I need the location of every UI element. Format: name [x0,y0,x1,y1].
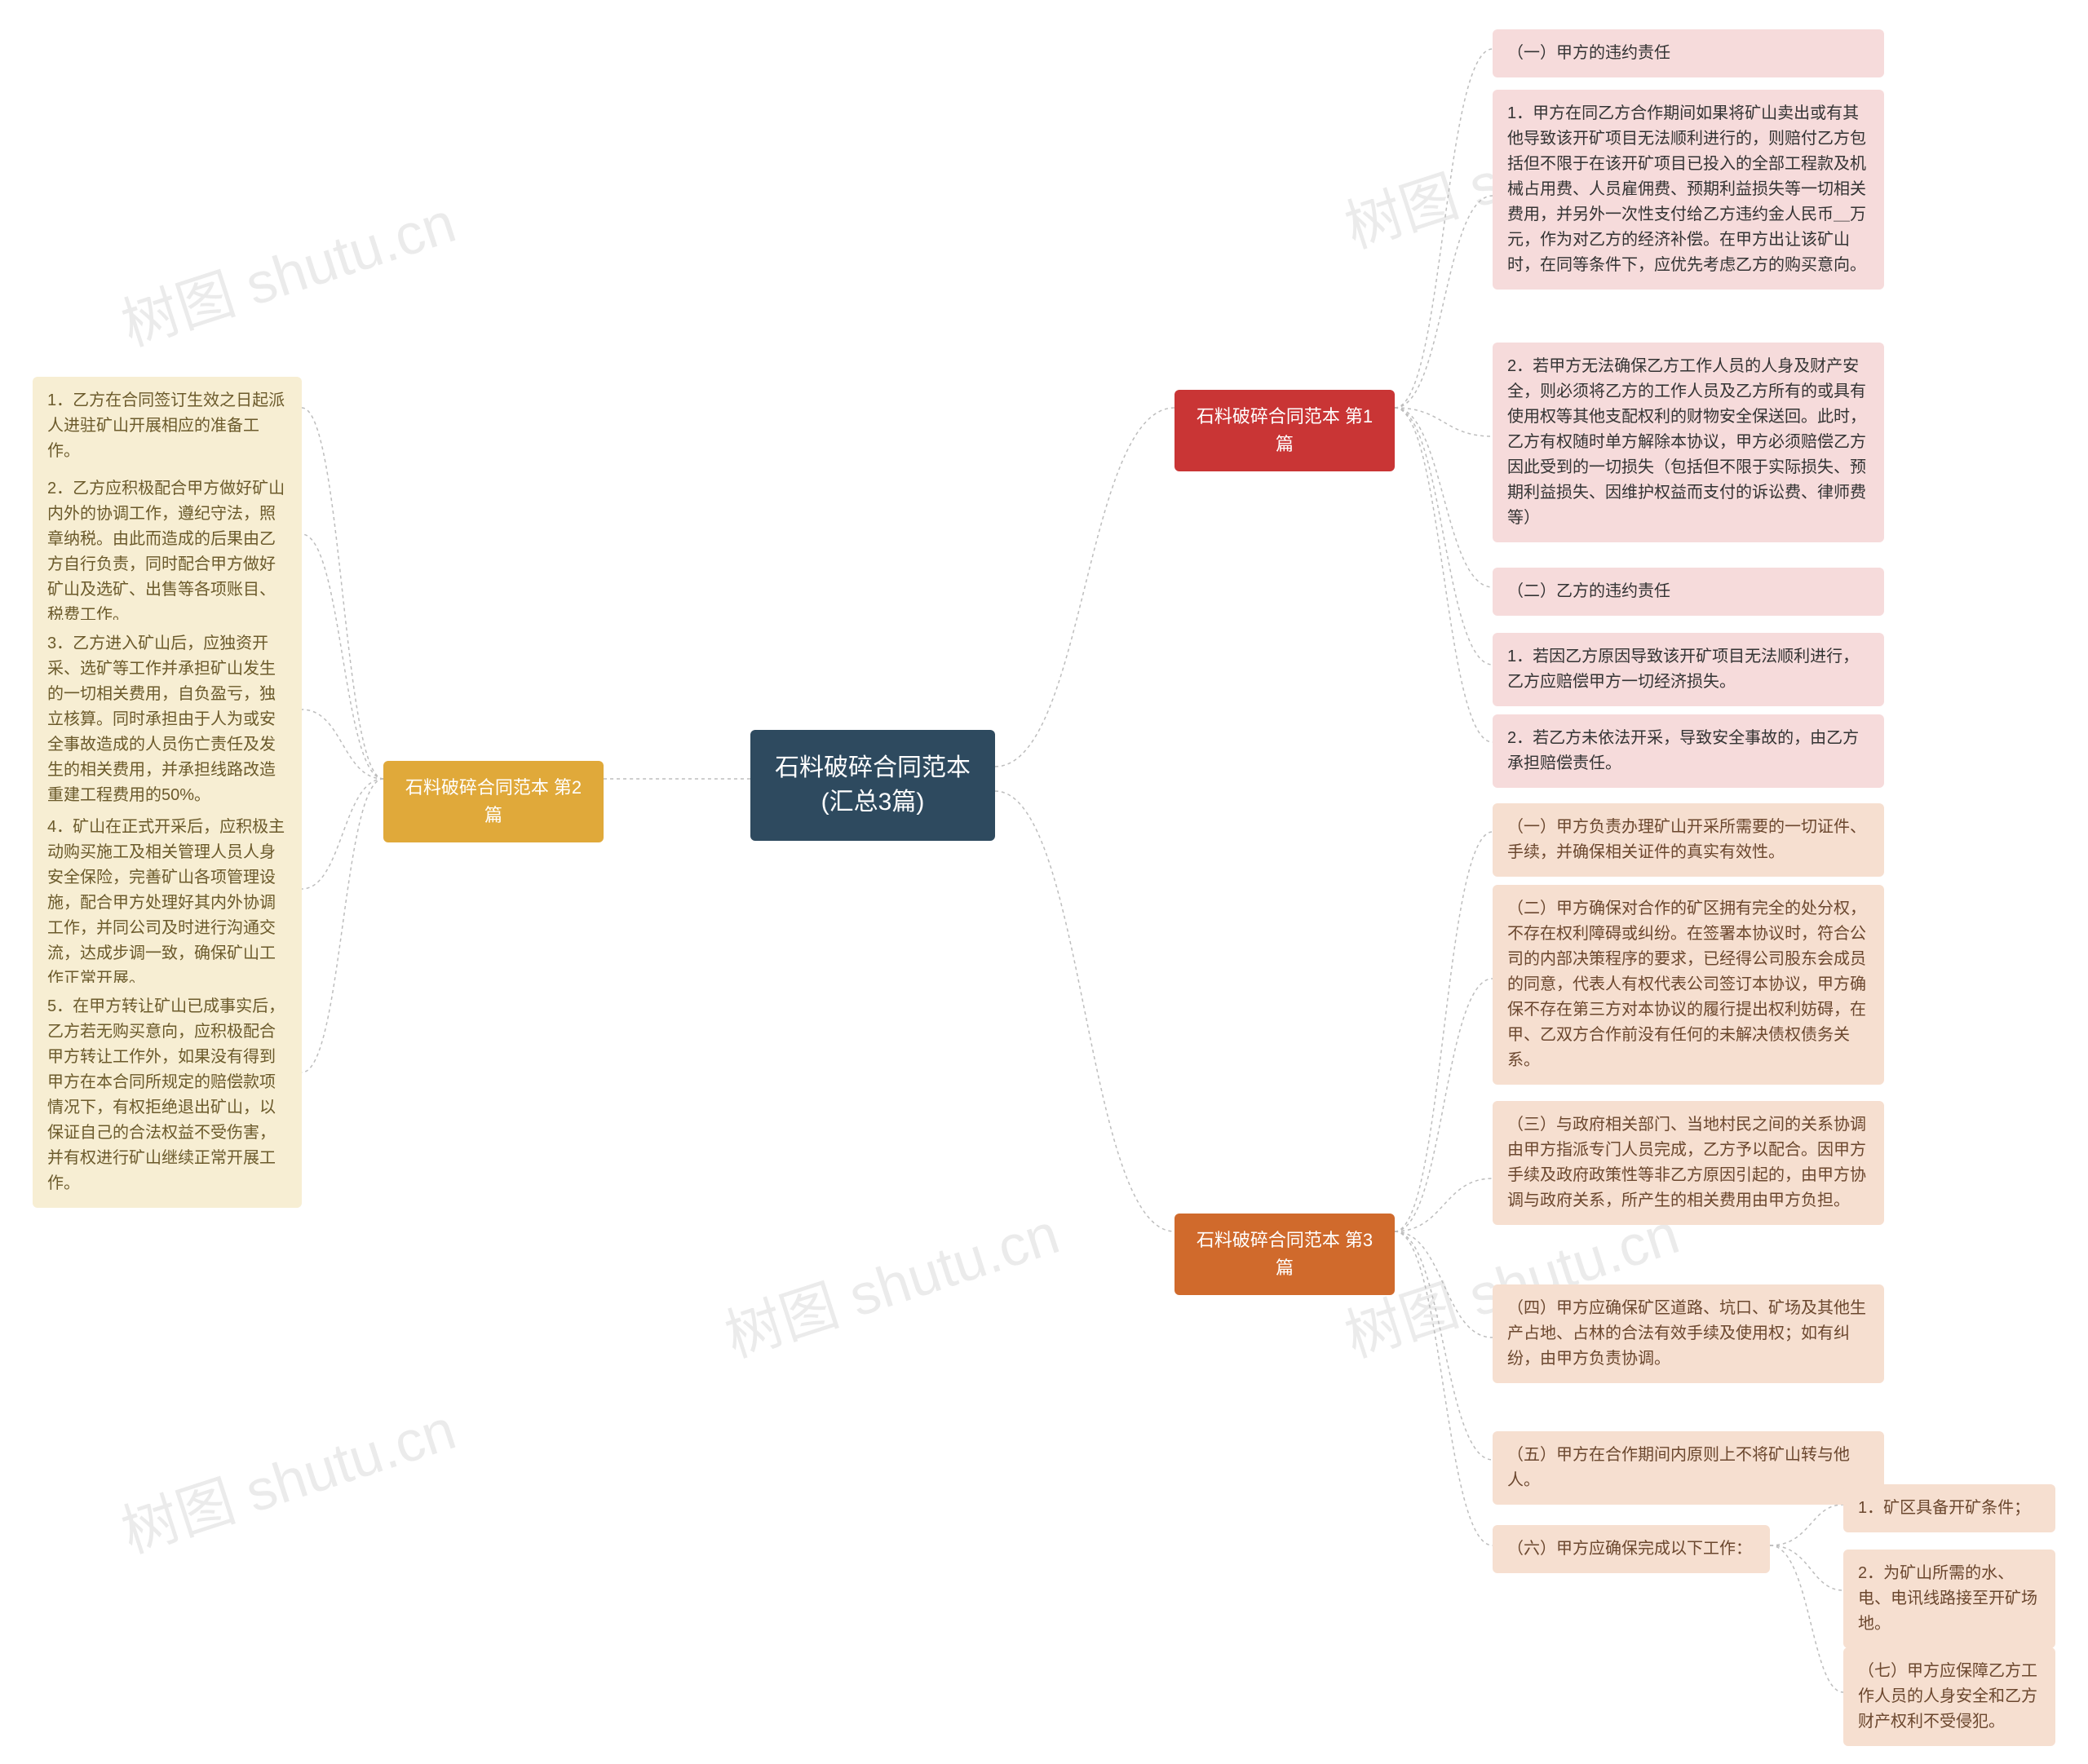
p2-leaf: 5．在甲方转让矿山已成事实后，乙方若无购买意向，应积极配合甲方转让工作外，如果没… [33,983,302,1208]
branch-p2: 石料破碎合同范本 第2篇 [383,761,604,842]
branch-p3: 石料破碎合同范本 第3篇 [1174,1214,1395,1295]
p1-leaf: （一）甲方的违约责任 [1493,29,1884,77]
p3-leaf: （五）甲方在合作期间内原则上不将矿山转与他人。 [1493,1431,1884,1505]
p1-leaf: 2．若甲方无法确保乙方工作人员的人身及财产安全，则必须将乙方的工作人员及乙方所有… [1493,343,1884,542]
p3-leaf: （三）与政府相关部门、当地村民之间的关系协调由甲方指派专门人员完成，乙方予以配合… [1493,1101,1884,1225]
root-node: 石料破碎合同范本(汇总3篇) [750,730,995,841]
p3-leaf: （二）甲方确保对合作的矿区拥有完全的处分权，不存在权利障碍或纠纷。在签署本协议时… [1493,885,1884,1085]
p3-sub-leaf: 2．为矿山所需的水、电、电讯线路接至开矿场地。 [1843,1550,2055,1648]
p2-leaf: 3．乙方进入矿山后，应独资开采、选矿等工作并承担矿山发生的一切相关费用，自负盈亏… [33,620,302,820]
branch-p1: 石料破碎合同范本 第1篇 [1174,390,1395,471]
p2-leaf: 4．矿山在正式开采后，应积极主动购买施工及相关管理人员人身安全保险，完善矿山各项… [33,803,302,1003]
p1-leaf: 1．若因乙方原因导致该开矿项目无法顺利进行，乙方应赔偿甲方一切经济损失。 [1493,633,1884,706]
watermark: 树图 shutu.cn [110,1384,465,1569]
p1-leaf: 1．甲方在同乙方合作期间如果将矿山卖出或有其他导致该开矿项目无法顺利进行的，则赔… [1493,90,1884,290]
p3-leaf: （六）甲方应确保完成以下工作： [1493,1525,1770,1573]
p1-leaf: （二）乙方的违约责任 [1493,568,1884,616]
watermark: 树图 shutu.cn [714,1188,1068,1373]
p3-sub-leaf: （七）甲方应保障乙方工作人员的人身安全和乙方财产权利不受侵犯。 [1843,1647,2055,1746]
p1-leaf: 2．若乙方未依法开采，导致安全事故的，由乙方承担赔偿责任。 [1493,714,1884,788]
p3-leaf: （四）甲方应确保矿区道路、坑口、矿场及其他生产占地、占林的合法有效手续及使用权；… [1493,1284,1884,1383]
p2-leaf: 1．乙方在合同签订生效之日起派人进驻矿山开展相应的准备工作。 [33,377,302,475]
watermark: 树图 shutu.cn [110,177,465,362]
p2-leaf: 2．乙方应积极配合甲方做好矿山内外的协调工作，遵纪守法，照章纳税。由此而造成的后… [33,465,302,639]
p3-leaf: （一）甲方负责办理矿山开采所需要的一切证件、手续，并确保相关证件的真实有效性。 [1493,803,1884,877]
p3-sub-leaf: 1．矿区具备开矿条件； [1843,1484,2055,1532]
